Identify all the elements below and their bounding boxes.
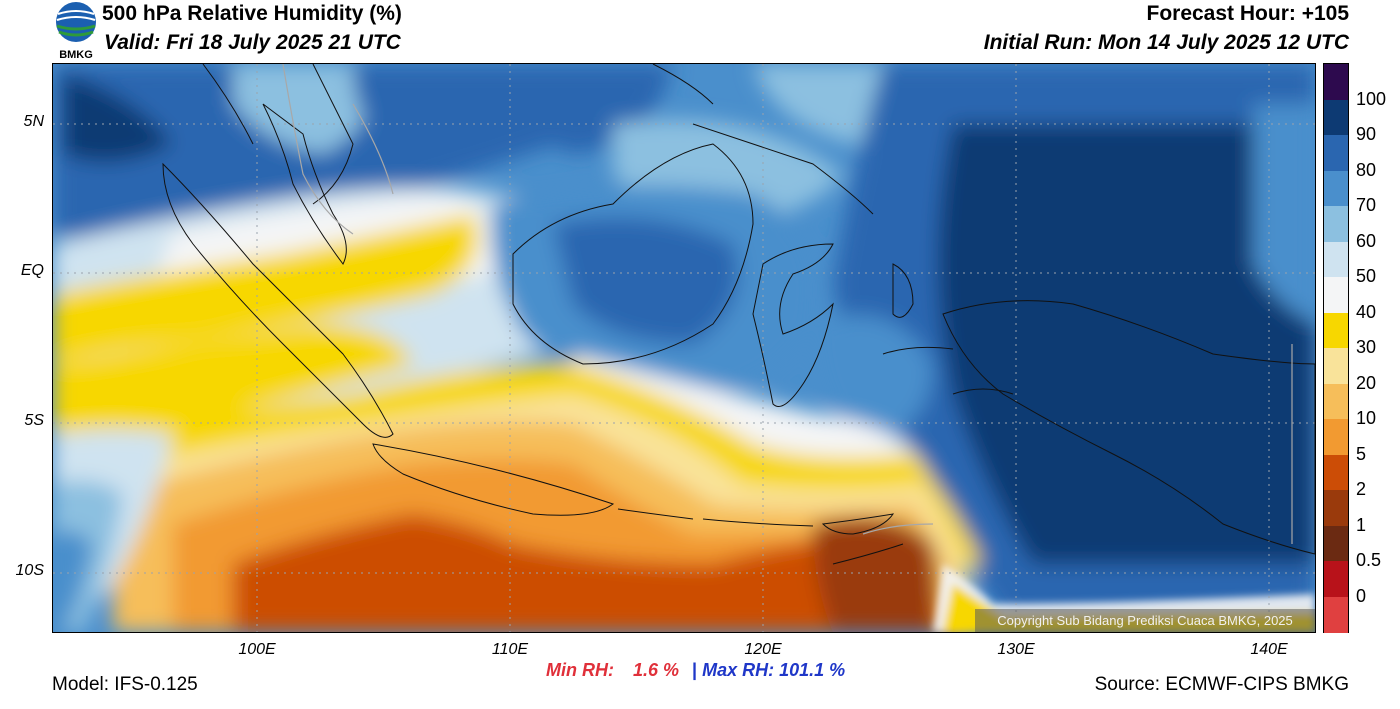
colorbar-label: 90	[1356, 124, 1377, 144]
colorbar-segment	[1324, 170, 1348, 207]
data-source: Source: ECMWF-CIPS BMKG	[1094, 674, 1349, 695]
copyright-notice: Copyright Sub Bidang Prediksi Cuaca BMKG…	[975, 609, 1315, 632]
colorbar	[1323, 63, 1349, 633]
colorbar-label: 100	[1356, 88, 1387, 109]
colorbar-label: 40	[1356, 301, 1377, 322]
colorbar-label: 1	[1356, 514, 1367, 535]
gridlines	[53, 64, 1315, 632]
colorbar-label: 0.5	[1356, 550, 1382, 570]
initial-run: Initial Run: Mon 14 July 2025 12 UTC	[983, 31, 1349, 54]
lat-label-5s: 5S	[24, 412, 44, 429]
humidity-field	[53, 64, 1315, 632]
colorbar-label: 50	[1356, 266, 1377, 286]
lat-label-10s: 10S	[15, 562, 44, 579]
colorbar-label: 70	[1356, 195, 1377, 215]
colorbar-segment	[1324, 419, 1348, 455]
colorbar-label: 2	[1356, 479, 1367, 499]
colorbar-segment	[1324, 596, 1348, 633]
lon-label-140e: 140E	[1250, 641, 1288, 658]
lon-label-100e: 100E	[238, 641, 276, 658]
coastlines	[162, 64, 1315, 565]
min-rh-value: 1.6 %	[633, 660, 680, 680]
colorbar-label: 30	[1356, 337, 1377, 357]
colorbar-label: 10	[1356, 408, 1377, 428]
colorbar-segment	[1324, 383, 1348, 420]
colorbar-segment	[1324, 64, 1348, 100]
colorbar-segment	[1324, 490, 1348, 526]
colorbar-label: 0	[1356, 585, 1367, 606]
colorbar-label: 5	[1356, 443, 1367, 464]
forecast-hour: Forecast Hour: +105	[1146, 2, 1350, 25]
colorbar-segment	[1324, 206, 1348, 242]
colorbar-segment	[1324, 99, 1348, 136]
colorbar-segment	[1324, 454, 1348, 491]
colorbar-label: 80	[1356, 159, 1377, 180]
bmkg-logo-icon: BMKG	[52, 0, 100, 62]
colorbar-label: 20	[1356, 372, 1377, 393]
chart-title: 500 hPa Relative Humidity (%)	[102, 2, 402, 25]
colorbar-segment	[1324, 525, 1348, 562]
colorbar-segment	[1324, 312, 1348, 349]
valid-time: Valid: Fri 18 July 2025 21 UTC	[104, 31, 401, 54]
colorbar-segment	[1324, 348, 1348, 384]
stats-separator: |	[692, 660, 698, 680]
colorbar-segment	[1324, 561, 1348, 597]
colorbar-segment	[1324, 241, 1348, 278]
colorbar-label: 60	[1356, 230, 1377, 251]
model-name: Model: IFS-0.125	[52, 674, 198, 695]
lon-label-130e: 130E	[997, 641, 1035, 658]
min-rh-label: Min RH:	[546, 660, 614, 680]
lon-label-110e: 110E	[491, 641, 529, 658]
lat-label-eq: EQ	[20, 262, 44, 279]
lat-label-5n: 5N	[23, 113, 44, 130]
max-rh-value: 101.1 %	[779, 660, 846, 680]
max-rh-label: Max RH:	[702, 660, 775, 680]
lon-label-120e: 120E	[744, 641, 782, 658]
colorbar-segment	[1324, 277, 1348, 313]
humidity-map	[52, 63, 1316, 633]
rh-stats: Min RH: 1.6 % | Max RH: 101.1 %	[546, 660, 845, 681]
colorbar-segment	[1324, 135, 1348, 171]
bmkg-logo-text: BMKG	[59, 49, 93, 61]
